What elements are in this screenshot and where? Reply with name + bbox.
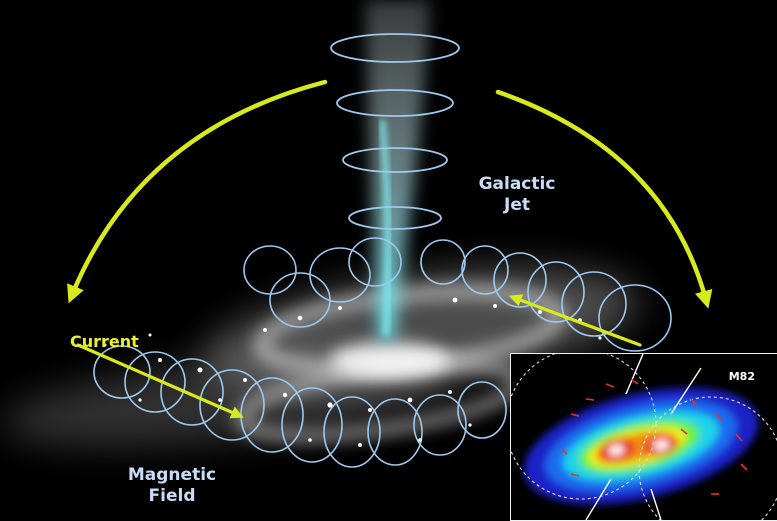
inset-polarization-vectors [560,378,748,495]
right-current-arc-arrow [495,89,713,309]
m82-inset-image: M82 [510,353,777,521]
inset-field-loops [511,354,777,520]
galactic-jet-label-line1: Galactic [478,174,556,194]
jet-field-rings [330,33,460,230]
disk-current-arrow-left [76,343,244,419]
m82-label: M82 [728,370,755,383]
current-arrows [67,79,713,419]
disk-current-arrow-right [509,294,642,347]
star-field [103,297,602,447]
galactic-jet-label-line2: Jet [504,195,530,215]
magnetic-field-label: Magnetic Field [112,465,232,507]
current-label: Current [70,332,139,351]
magnetic-field-label-line1: Magnetic [127,465,217,485]
galactic-jet-label: Galactic Jet [462,174,572,216]
left-current-arc-arrow [67,79,328,304]
magnetic-field-label-line2: Field [148,486,196,506]
m82-polarization-map [511,354,777,520]
disk-field-loops [93,237,672,468]
inset-axis-lines [585,354,702,520]
